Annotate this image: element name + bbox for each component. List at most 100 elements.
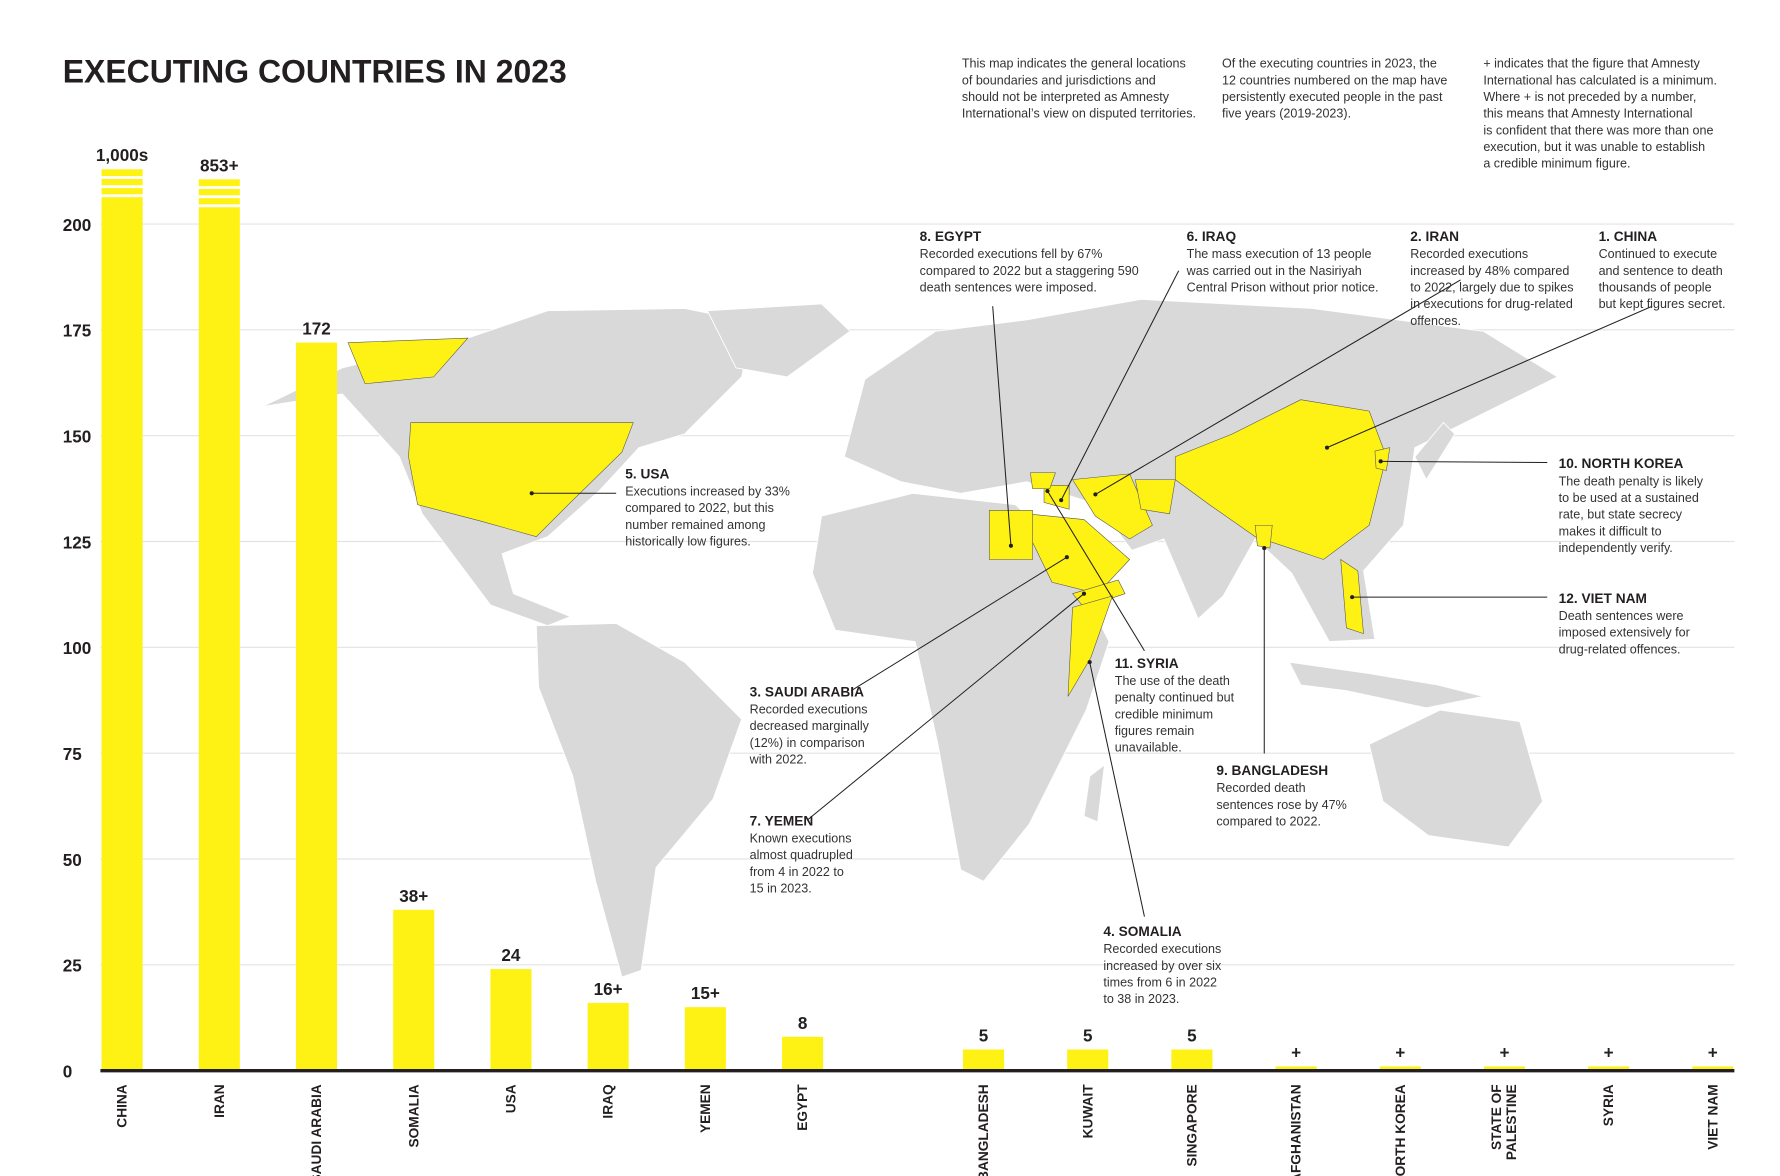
bar [1588, 1066, 1630, 1071]
annotation-line: drug-related offences. [1559, 642, 1681, 656]
note-line: five years (2019-2023). [1222, 107, 1351, 121]
x-tick-label: SAUDI ARABIA [309, 1084, 324, 1176]
bars: 1,000s CHINA 853+ IRAN 172 SAUDI ARABIA 38+ SOM… [96, 146, 1735, 1176]
japan [1414, 421, 1456, 481]
annotation-title: 6. IRAQ [1187, 229, 1237, 244]
x-tick-label: BANGLADESH [976, 1084, 991, 1176]
annotation-line: 15 in 2023. [750, 881, 812, 895]
y-tick-label: 200 [63, 216, 92, 235]
annotation-line: rate, but state secrecy [1559, 508, 1683, 522]
bar [587, 1002, 629, 1071]
bar [295, 342, 338, 1071]
annotation-line: increased by over six [1103, 959, 1222, 973]
afghanistan [1134, 479, 1176, 515]
leader-dot [1262, 546, 1267, 551]
bar-break [198, 204, 240, 208]
annotation-line: figures remain [1115, 724, 1195, 738]
somalia [1067, 595, 1113, 697]
bar [684, 1007, 726, 1071]
egypt [988, 510, 1033, 560]
bar-break [198, 195, 240, 199]
x-tick-label: USA [504, 1084, 519, 1113]
value-label: + [1708, 1043, 1718, 1062]
leader-dot [1093, 492, 1098, 497]
note-line: International has calculated is a minimu… [1483, 73, 1717, 87]
leader-dot [1324, 445, 1330, 450]
bar [1379, 1066, 1421, 1071]
yemen [1072, 579, 1126, 608]
value-label: 24 [501, 946, 521, 965]
annotation-line: historically low figures. [625, 535, 751, 549]
annotation-line: Recorded death [1216, 781, 1305, 795]
y-tick-label: 25 [63, 957, 83, 976]
leader-line [807, 593, 1085, 821]
x-tick-label: IRAN [212, 1084, 227, 1117]
bar-break [101, 185, 143, 189]
annotation-title: 4. SOMALIA [1103, 924, 1181, 939]
y-tick-label: 125 [63, 533, 92, 552]
annotation-line: imposed extensively for [1559, 626, 1690, 640]
usa [408, 422, 634, 537]
annotation-line: The use of the death [1115, 674, 1230, 688]
note-line: execution, but it was unable to establis… [1483, 140, 1705, 154]
note-line: this means that Amnesty International [1483, 107, 1692, 121]
annotation-title: 5. USA [625, 466, 669, 481]
annotation-line: independently verify. [1559, 541, 1673, 555]
annotation-line: in executions for drug-related [1410, 297, 1573, 311]
x-tick-label: IRAQ [601, 1084, 616, 1119]
x-tick-label: VIET NAM [1705, 1084, 1720, 1149]
annotation-title: 3. SAUDI ARABIA [750, 684, 864, 699]
annotation-title: 10. NORTH KOREA [1559, 456, 1684, 471]
chart-title: EXECUTING COUNTRIES IN 2023 [63, 54, 567, 90]
value-label: 5 [1083, 1027, 1093, 1046]
value-label: 15+ [691, 984, 720, 1003]
madagascar [1083, 763, 1106, 823]
iraq [1043, 485, 1070, 510]
leader-line [1380, 460, 1548, 464]
x-tick-label: KUWAIT [1080, 1084, 1095, 1139]
leader-dot [1378, 459, 1383, 464]
leader-line [1047, 490, 1145, 652]
annotation-line: The death penalty is likely [1559, 474, 1704, 488]
annotation-line: increased by 48% compared [1410, 264, 1569, 278]
annotation-line: to 2022, largely due to spikes [1410, 281, 1573, 295]
value-label: 5 [979, 1027, 989, 1046]
leader-line [1095, 279, 1461, 495]
y-tick-label: 150 [63, 428, 92, 447]
annotation-line: compared to 2022. [1216, 815, 1321, 829]
annotation-line: with 2022. [749, 752, 807, 766]
bar [1275, 1066, 1317, 1071]
note-line: Of the executing countries in 2023, the [1222, 57, 1437, 71]
bar [101, 169, 143, 1071]
x-tick-label: EGYPT [795, 1084, 810, 1131]
note-line: is confident that there was more than on… [1483, 123, 1713, 137]
annotation-title: 12. VIET NAM [1559, 591, 1647, 606]
leader-dot [1008, 543, 1014, 548]
note-line: 12 countries numbered on the map have [1222, 73, 1447, 87]
annotation-line: Recorded executions [1410, 247, 1528, 261]
china [1174, 399, 1387, 560]
annotation-line: compared to 2022, but this [625, 501, 774, 515]
annotation-line: The mass execution of 13 people [1187, 247, 1372, 261]
annotations: 8. EGYPT Recorded executions fell by 67% c… [529, 229, 1726, 1006]
north-korea [1374, 447, 1391, 471]
syria [1030, 472, 1056, 490]
annotation-line: number remained among [625, 518, 765, 532]
note-line: Where + is not preceded by a number, [1483, 90, 1696, 104]
annotation-line: sentences rose by 47% [1216, 798, 1346, 812]
value-label: + [1499, 1043, 1509, 1062]
annotation-line: compared to 2022 but a staggering 590 [920, 264, 1139, 278]
annotation-line: but kept figures secret. [1599, 297, 1726, 311]
annotation-line: and sentence to death [1599, 264, 1723, 278]
annotation-line: Recorded executions [1103, 942, 1221, 956]
annotation-line: Recorded executions fell by 67% [920, 247, 1103, 261]
bar [1483, 1066, 1525, 1071]
bar-break [101, 176, 143, 179]
annotation-title: 1. CHINA [1599, 229, 1658, 244]
annotation-line: Death sentences were [1559, 609, 1684, 623]
indonesia [1288, 661, 1484, 709]
value-label: 1,000s [96, 146, 148, 165]
annotation-line: (12%) in comparison [750, 736, 865, 750]
bar [1171, 1049, 1213, 1071]
